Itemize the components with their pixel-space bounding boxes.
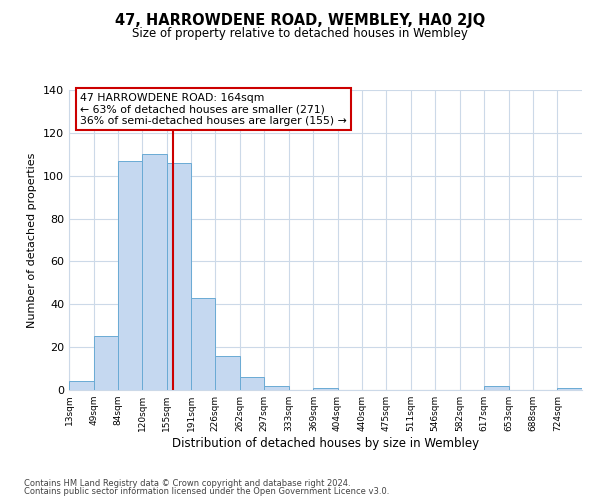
Bar [313, 388, 338, 390]
Y-axis label: Number of detached properties: Number of detached properties [28, 152, 37, 328]
Text: Size of property relative to detached houses in Wembley: Size of property relative to detached ho… [132, 28, 468, 40]
Bar [557, 388, 582, 390]
Text: 47 HARROWDENE ROAD: 164sqm
← 63% of detached houses are smaller (271)
36% of sem: 47 HARROWDENE ROAD: 164sqm ← 63% of deta… [80, 93, 347, 126]
Bar [191, 298, 215, 390]
Bar [69, 382, 94, 390]
Bar [215, 356, 240, 390]
X-axis label: Distribution of detached houses by size in Wembley: Distribution of detached houses by size … [172, 437, 479, 450]
Text: 47, HARROWDENE ROAD, WEMBLEY, HA0 2JQ: 47, HARROWDENE ROAD, WEMBLEY, HA0 2JQ [115, 12, 485, 28]
Bar [142, 154, 167, 390]
Bar [484, 386, 509, 390]
Text: Contains HM Land Registry data © Crown copyright and database right 2024.: Contains HM Land Registry data © Crown c… [24, 478, 350, 488]
Bar [167, 163, 191, 390]
Text: Contains public sector information licensed under the Open Government Licence v3: Contains public sector information licen… [24, 487, 389, 496]
Bar [264, 386, 289, 390]
Bar [94, 336, 118, 390]
Bar [240, 377, 264, 390]
Bar [118, 160, 142, 390]
